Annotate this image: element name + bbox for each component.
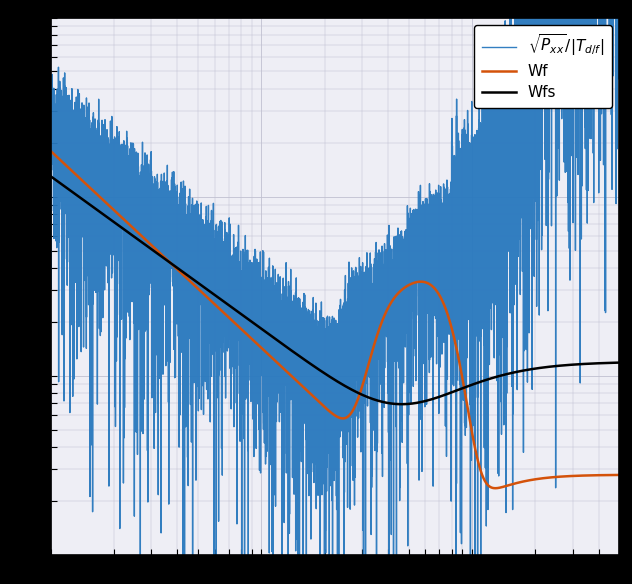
Wfs [616, 359, 623, 366]
$\sqrt{P_{xx}}/|T_{d/f}|$ [81, 144, 88, 151]
Wfs [47, 173, 54, 180]
Wf [158, 252, 166, 259]
Wf [585, 472, 593, 479]
Wfs [585, 360, 593, 367]
Wfs [81, 197, 88, 204]
Wf [325, 407, 332, 414]
Wf [49, 150, 57, 157]
Line: Wf: Wf [51, 151, 619, 488]
Wfs [70, 190, 78, 197]
$\sqrt{P_{xx}}/|T_{d/f}|$ [158, 215, 166, 223]
$\sqrt{P_{xx}}/|T_{d/f}|$ [325, 371, 332, 378]
Line: Wfs: Wfs [51, 176, 619, 404]
Wfs [158, 253, 166, 260]
Wf [616, 471, 623, 478]
Legend: $\sqrt{P_{xx}}/|T_{d/f}|$, Wf, Wfs: $\sqrt{P_{xx}}/|T_{d/f}|$, Wf, Wfs [475, 25, 612, 108]
Wfs [325, 373, 332, 380]
Wf [492, 485, 499, 492]
$\sqrt{P_{xx}}/|T_{d/f}|$ [49, 117, 57, 124]
Wfs [398, 401, 406, 408]
Wf [70, 169, 78, 176]
Wf [81, 179, 88, 186]
Wfs [49, 175, 57, 182]
$\sqrt{P_{xx}}/|T_{d/f}|$ [70, 154, 78, 161]
$\sqrt{P_{xx}}/|T_{d/f}|$ [47, 112, 54, 119]
Wf [47, 147, 54, 154]
Line: $\sqrt{P_{xx}}/|T_{d/f}|$: $\sqrt{P_{xx}}/|T_{d/f}|$ [51, 0, 619, 584]
